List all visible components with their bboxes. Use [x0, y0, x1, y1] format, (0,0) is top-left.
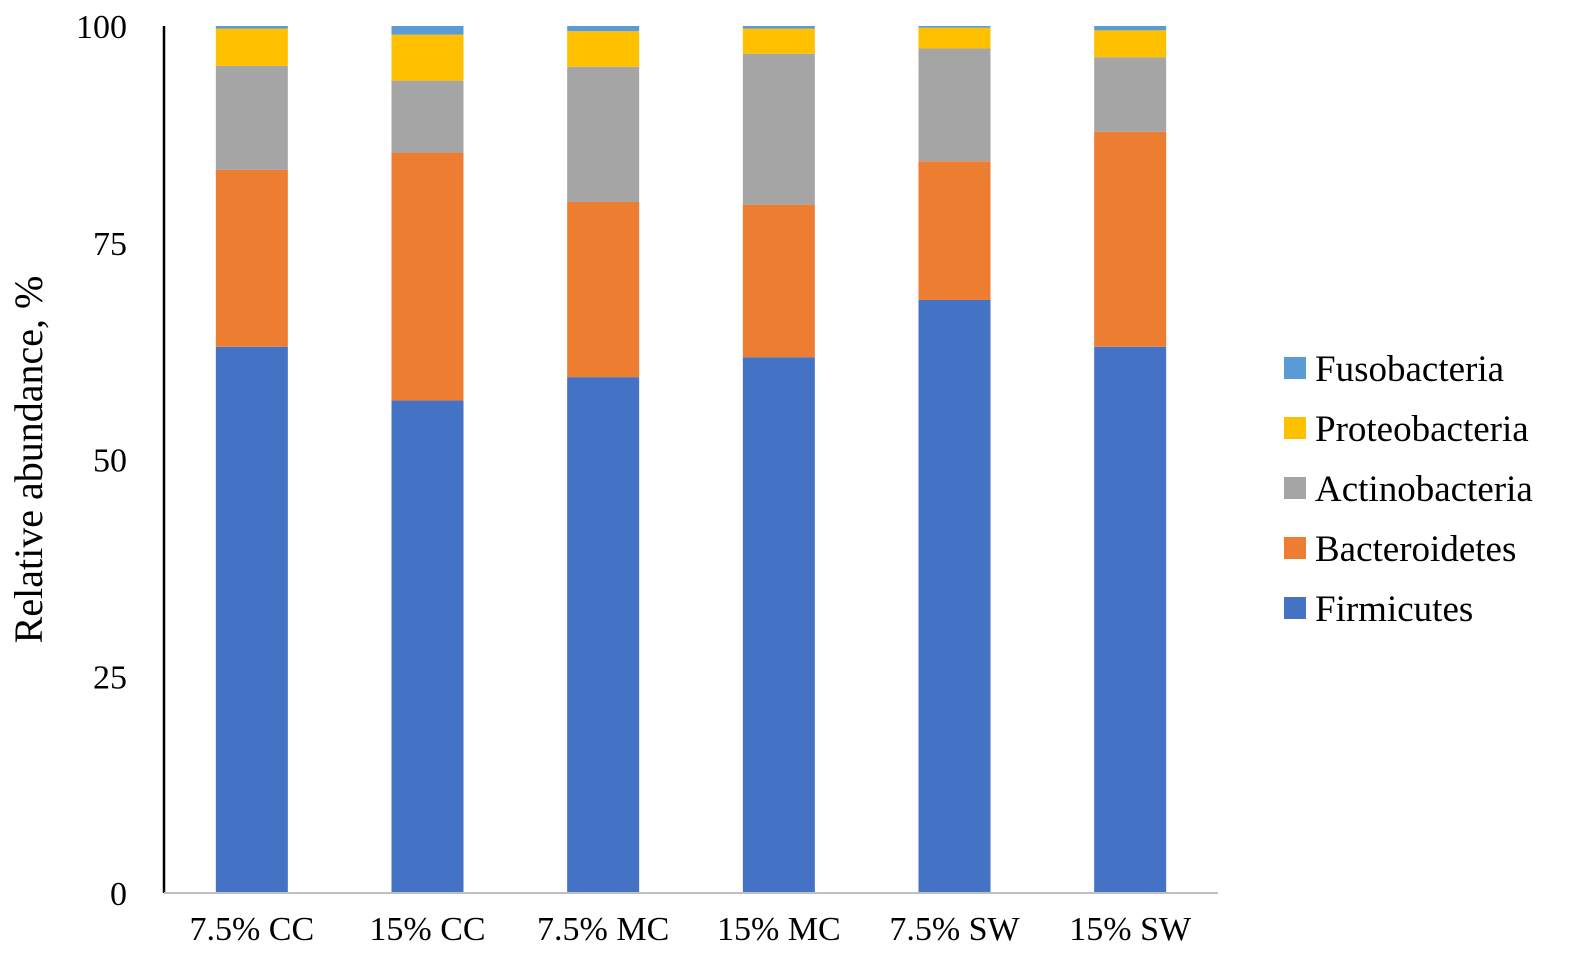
x-tick-labels: 7.5% CC 15% CC 7.5% MC 15% MC 7.5% SW 15% SW — [189, 911, 1191, 948]
legend-item-firmicutes: Firmicutes — [1284, 589, 1473, 630]
legend-swatch-proteobacteria — [1284, 417, 1306, 439]
bar-segment-actinobacteria-15pct-sw — [1094, 57, 1167, 132]
y-tick-label-50: 50 — [93, 443, 127, 480]
legend: Fusobacteria Proteobacteria Actinobacteria… — [1284, 349, 1533, 630]
x-tick-label-15pct-sw: 15% SW — [1069, 911, 1192, 948]
bar-segment-firmicutes-7-5pct-cc — [215, 346, 288, 893]
bar-stack-15pct-mc — [742, 26, 815, 894]
bar-stack-7-5pct-sw — [918, 26, 991, 893]
bar-segment-proteobacteria-15pct-sw — [1094, 30, 1167, 58]
bar-segment-actinobacteria-15pct-cc — [391, 80, 464, 153]
bar-stack-15pct-cc — [391, 26, 464, 893]
bar-segment-actinobacteria-7-5pct-sw — [918, 48, 991, 162]
y-tick-label-0: 0 — [110, 876, 127, 913]
bar-segment-bacteroidetes-7-5pct-cc — [215, 169, 288, 347]
bar-segment-fusobacteria-7-5pct-mc — [567, 26, 640, 32]
x-tick-label-7-5pct-cc: 7.5% CC — [189, 911, 314, 948]
bar-segment-fusobacteria-15pct-mc — [742, 26, 815, 29]
bar-segment-firmicutes-7-5pct-mc — [567, 377, 640, 893]
legend-swatch-firmicutes — [1284, 597, 1306, 619]
bar-segment-proteobacteria-15pct-mc — [742, 28, 815, 54]
bar-segment-bacteroidetes-15pct-mc — [742, 204, 815, 358]
x-tick-label-15pct-cc: 15% CC — [369, 911, 485, 948]
bar-segment-firmicutes-15pct-mc — [742, 357, 815, 894]
bar-segment-proteobacteria-15pct-cc — [391, 34, 464, 81]
bar-segment-actinobacteria-7-5pct-mc — [567, 66, 640, 203]
legend-label-fusobacteria: Fusobacteria — [1315, 349, 1504, 390]
bar-segment-fusobacteria-7-5pct-cc — [215, 26, 288, 29]
legend-swatch-actinobacteria — [1284, 477, 1306, 499]
bar-stack-7-5pct-cc — [215, 26, 288, 893]
bar-segment-fusobacteria-15pct-sw — [1094, 26, 1167, 31]
bar-segment-proteobacteria-7-5pct-sw — [918, 27, 991, 49]
bar-segment-proteobacteria-7-5pct-mc — [567, 31, 640, 67]
legend-label-proteobacteria: Proteobacteria — [1315, 409, 1529, 450]
bar-segment-bacteroidetes-7-5pct-mc — [567, 202, 640, 378]
bar-segment-bacteroidetes-15pct-sw — [1094, 131, 1167, 347]
bar-segment-bacteroidetes-7-5pct-sw — [918, 161, 991, 300]
y-tick-label-75: 75 — [93, 226, 127, 263]
legend-label-bacteroidetes: Bacteroidetes — [1315, 529, 1516, 570]
x-tick-label-7-5pct-sw: 7.5% SW — [889, 911, 1020, 948]
y-tick-labels: 0 25 50 75 100 — [76, 9, 127, 913]
bar-segment-fusobacteria-15pct-cc — [391, 26, 464, 35]
bars-layer — [215, 26, 1167, 894]
y-axis-title: Relative abundance, % — [6, 276, 51, 644]
legend-item-fusobacteria: Fusobacteria — [1284, 349, 1504, 390]
bar-segment-bacteroidetes-15pct-cc — [391, 152, 464, 401]
legend-swatch-fusobacteria — [1284, 357, 1306, 379]
bar-segment-proteobacteria-7-5pct-cc — [215, 28, 288, 66]
y-tick-label-100: 100 — [76, 9, 127, 46]
bar-stack-7-5pct-mc — [567, 26, 640, 893]
y-tick-label-25: 25 — [93, 659, 127, 696]
legend-item-proteobacteria: Proteobacteria — [1284, 409, 1529, 450]
legend-swatch-bacteroidetes — [1284, 537, 1306, 559]
bar-segment-firmicutes-15pct-cc — [391, 400, 464, 893]
bar-segment-actinobacteria-15pct-mc — [742, 53, 815, 205]
legend-label-firmicutes: Firmicutes — [1315, 589, 1473, 630]
bar-segment-actinobacteria-7-5pct-cc — [215, 65, 288, 170]
legend-item-actinobacteria: Actinobacteria — [1284, 469, 1533, 510]
legend-label-actinobacteria: Actinobacteria — [1315, 469, 1533, 510]
x-tick-label-7-5pct-mc: 7.5% MC — [537, 911, 669, 948]
bar-segment-firmicutes-15pct-sw — [1094, 346, 1167, 893]
bar-stack-15pct-sw — [1094, 26, 1167, 893]
x-tick-label-15pct-mc: 15% MC — [717, 911, 841, 948]
bar-segment-fusobacteria-7-5pct-sw — [918, 26, 991, 28]
bar-segment-firmicutes-7-5pct-sw — [918, 299, 991, 893]
legend-item-bacteroidetes: Bacteroidetes — [1284, 529, 1516, 570]
